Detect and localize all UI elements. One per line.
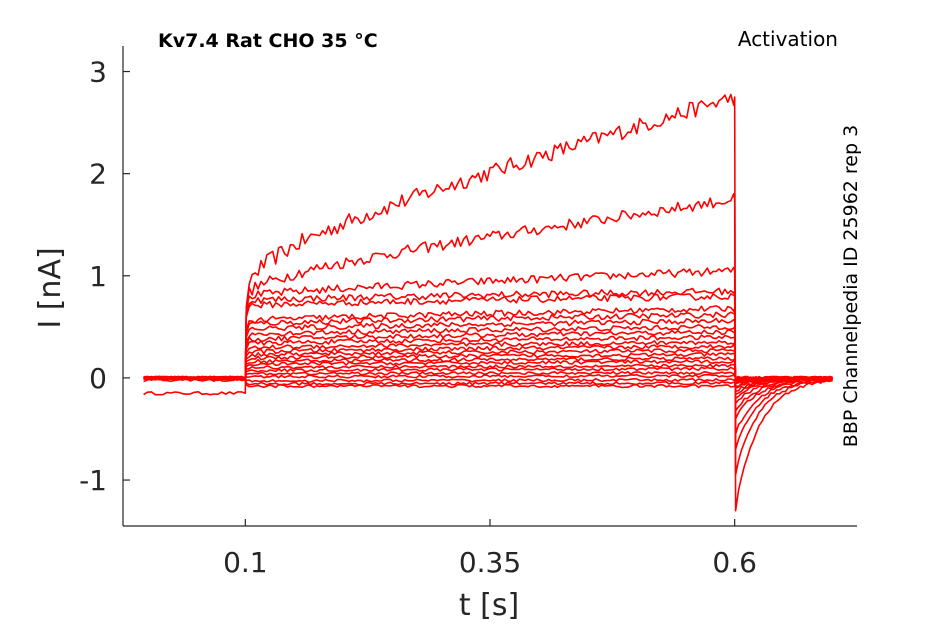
trace-21 [143,373,833,381]
y-tick-label: 0 [89,362,107,395]
y-tick-label: 1 [89,260,107,293]
traces-group [143,93,834,512]
trace-8 [143,317,833,400]
trace-4 [143,287,833,435]
x-tick-label: 0.35 [459,546,521,579]
trace-13 [143,343,833,385]
y-tick-label: 2 [89,158,107,191]
trace-3 [143,266,833,451]
x-tick-label: 0.1 [223,546,268,579]
trace-6 [143,305,833,412]
x-ticks: 0.1 0.35 0.6 [223,519,757,579]
x-tick-label: 0.6 [712,546,757,579]
chart-title: Kv7.4 Rat CHO 35 °C [158,30,378,52]
trace-24 [143,375,833,389]
trace-1 [143,93,833,512]
trace-7 [143,311,833,405]
trace-19 [143,366,833,381]
x-axis-label: t [s] [459,588,519,623]
trace-9 [143,323,833,396]
trace-2 [143,193,833,476]
y-tick-label: 3 [89,56,107,89]
trace-10 [143,329,833,393]
trace-15 [143,352,833,383]
trace-16 [143,356,833,382]
trace-12 [143,339,833,388]
side-label: BBP Channelpedia ID 25962 rep 3 [840,125,862,447]
trace-20 [143,370,833,381]
y-tick-label: -1 [79,464,107,497]
chart-subtitle: Activation [738,27,838,51]
y-ticks: -1 0 1 2 3 [79,56,130,497]
trace-5 [143,293,833,420]
trace-11 [143,334,834,389]
y-axis-label: I [nA] [33,247,68,328]
trace-17 [143,359,833,382]
